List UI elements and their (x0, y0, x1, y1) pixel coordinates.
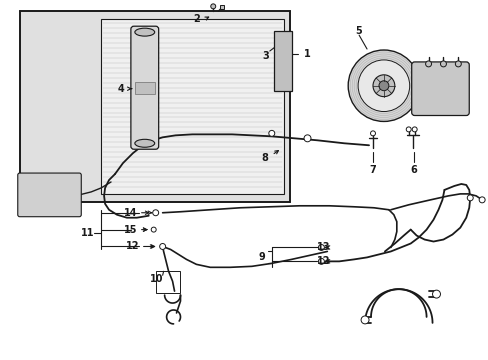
Text: 6: 6 (409, 165, 416, 175)
Circle shape (210, 4, 215, 9)
Circle shape (440, 61, 446, 67)
Ellipse shape (135, 28, 154, 36)
Text: 5: 5 (355, 26, 362, 36)
Text: 14: 14 (124, 208, 137, 218)
Text: 13: 13 (316, 243, 329, 252)
Circle shape (318, 244, 324, 251)
FancyBboxPatch shape (273, 31, 291, 91)
Circle shape (357, 60, 409, 112)
Circle shape (478, 197, 484, 203)
Circle shape (454, 61, 460, 67)
Ellipse shape (135, 139, 154, 147)
Text: 10: 10 (150, 274, 163, 284)
Circle shape (152, 210, 158, 216)
Circle shape (347, 50, 419, 121)
Text: 1: 1 (304, 49, 310, 59)
Circle shape (467, 195, 472, 201)
Text: 4: 4 (117, 84, 124, 94)
Text: 11: 11 (81, 228, 94, 238)
FancyBboxPatch shape (131, 26, 158, 149)
Circle shape (304, 135, 310, 142)
Circle shape (268, 130, 274, 136)
Text: 9: 9 (258, 252, 264, 262)
Text: 7: 7 (369, 165, 376, 175)
Circle shape (411, 127, 416, 132)
Text: 3: 3 (262, 51, 269, 61)
Circle shape (151, 227, 156, 232)
FancyBboxPatch shape (411, 62, 468, 116)
Text: 2: 2 (193, 14, 199, 24)
Text: 12: 12 (316, 256, 329, 266)
Circle shape (425, 61, 431, 67)
Bar (155, 271, 180, 293)
Circle shape (432, 290, 440, 298)
Text: 15: 15 (124, 225, 137, 235)
Circle shape (406, 127, 410, 132)
Circle shape (360, 316, 368, 324)
Text: 8: 8 (261, 153, 268, 163)
Bar (101, 19, 283, 194)
FancyBboxPatch shape (18, 173, 81, 217)
Circle shape (372, 75, 394, 96)
Circle shape (370, 131, 375, 136)
Bar (20, 11, 289, 202)
Text: 12: 12 (126, 242, 140, 252)
FancyBboxPatch shape (135, 82, 154, 94)
Circle shape (378, 81, 388, 91)
Circle shape (318, 258, 324, 264)
Circle shape (160, 243, 165, 249)
